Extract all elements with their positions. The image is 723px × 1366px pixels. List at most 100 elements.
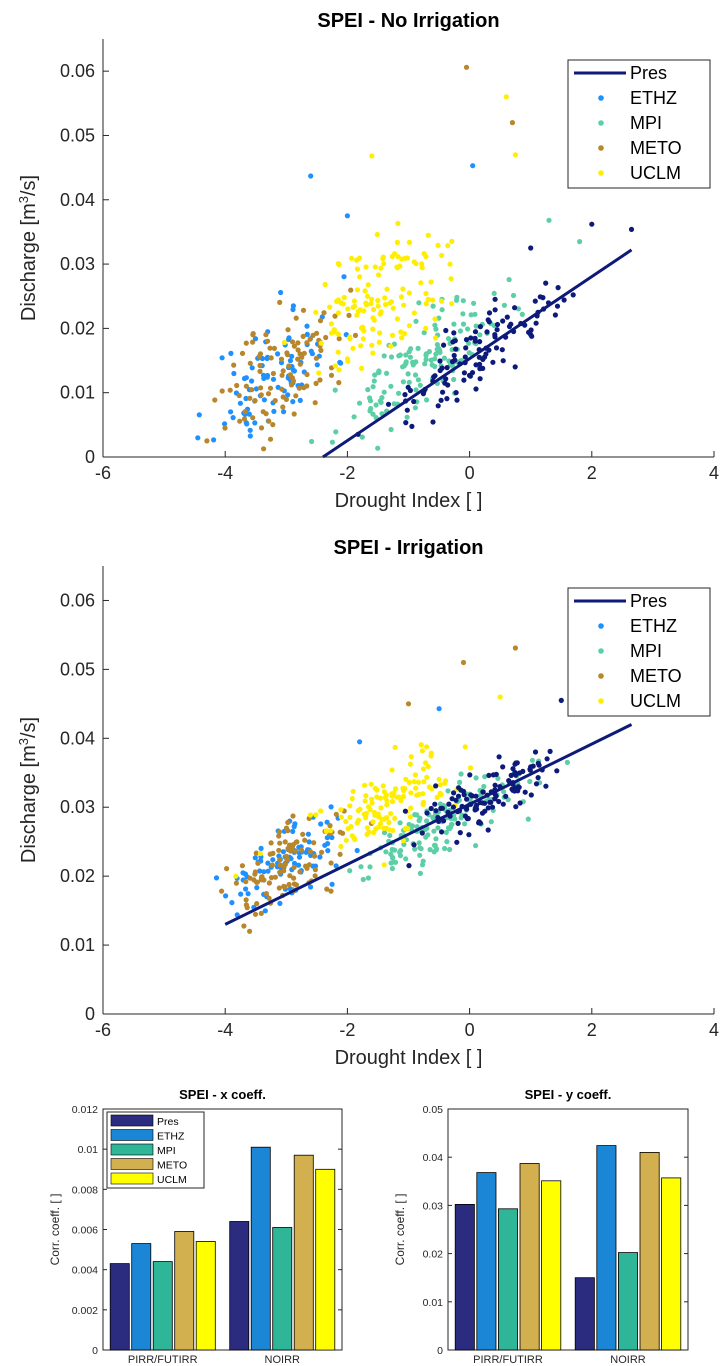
legend-box <box>567 59 711 189</box>
point-pres <box>570 292 576 298</box>
point-uclm <box>375 303 381 309</box>
point-pres <box>402 808 408 814</box>
point-pres <box>477 376 483 382</box>
point-ethz <box>257 868 263 874</box>
point-pres <box>494 327 500 333</box>
point-mpi <box>443 829 449 836</box>
point-ethz <box>245 891 251 897</box>
point-meto <box>312 873 318 879</box>
point-ethz <box>265 860 271 866</box>
point-pres <box>488 799 494 805</box>
point-meto <box>324 886 330 892</box>
point-uclm <box>345 306 351 312</box>
point-ethz <box>254 885 260 891</box>
bar-ethz <box>250 1146 271 1351</box>
point-meto <box>278 356 285 362</box>
point-pres <box>446 801 452 807</box>
point-meto <box>348 287 354 293</box>
point-uclm <box>377 330 383 336</box>
legend-label-pres: Pres <box>630 591 667 611</box>
point-ethz <box>247 433 253 439</box>
point-meto <box>270 422 276 428</box>
point-meto <box>233 880 239 886</box>
point-pres <box>492 782 498 788</box>
point-uclm <box>400 286 406 292</box>
point-pres <box>496 798 502 805</box>
point-uclm <box>313 812 319 818</box>
point-ethz <box>238 891 244 897</box>
point-meto <box>258 385 264 391</box>
point-mpi <box>488 819 494 825</box>
point-ethz <box>222 421 228 427</box>
point-pres <box>486 319 492 325</box>
point-mpi <box>360 876 366 883</box>
point-ethz <box>243 395 249 402</box>
point-pres <box>543 280 549 286</box>
point-uclm <box>347 336 353 342</box>
point-pres <box>403 420 409 426</box>
point-uclm <box>371 306 377 313</box>
point-uclm <box>371 829 377 836</box>
point-meto <box>311 853 318 859</box>
point-uclm <box>434 794 440 801</box>
point-mpi <box>445 825 452 831</box>
bar-uclm <box>315 1168 336 1351</box>
point-uclm <box>322 281 328 288</box>
point-uclm <box>408 754 414 760</box>
chart-title: SPEI - x coeff. <box>179 1087 266 1102</box>
point-meto <box>319 849 325 855</box>
point-uclm <box>439 252 445 259</box>
point-mpi <box>329 439 335 445</box>
point-mpi <box>356 400 363 406</box>
point-meto <box>276 847 282 853</box>
point-pres <box>402 392 408 398</box>
point-uclm <box>355 308 361 314</box>
point-mpi <box>404 414 410 420</box>
point-ethz <box>338 360 344 366</box>
point-mpi <box>457 328 463 334</box>
point-uclm <box>370 819 376 825</box>
point-ethz <box>304 331 310 337</box>
point-uclm <box>418 280 424 286</box>
point-mpi <box>421 330 427 336</box>
point-mpi <box>358 864 364 870</box>
point-meto <box>333 811 339 817</box>
point-mpi <box>388 851 394 857</box>
x-tick-label: 2 <box>587 463 597 483</box>
point-uclm <box>437 782 443 788</box>
point-pres <box>385 401 392 407</box>
point-meto <box>289 339 296 345</box>
point-uclm <box>400 793 407 800</box>
bar-mpi <box>152 1261 173 1351</box>
point-ethz <box>324 819 330 825</box>
point-meto <box>258 910 264 917</box>
point-uclm <box>384 286 390 292</box>
point-meto <box>304 865 310 871</box>
point-meto <box>263 891 269 897</box>
point-uclm <box>368 781 374 787</box>
point-meto <box>291 343 297 349</box>
bar-uclm <box>195 1241 216 1351</box>
point-pres <box>511 305 518 311</box>
point-uclm <box>233 873 239 879</box>
bar-chart-3: SPEI - x coeff. PIRR/FUTIRR NOIRR 0 0.002 0.0… <box>48 1087 343 1366</box>
point-uclm <box>399 335 405 341</box>
point-pres <box>503 793 509 799</box>
point-uclm <box>357 274 363 280</box>
point-meto <box>312 400 318 406</box>
bar-chart-4: SPEI - y coeff. PIRR/FUTIRR NOIRR 0 0.01 0.02… <box>393 1087 689 1366</box>
point-uclm <box>338 807 344 813</box>
point-mpi <box>433 846 440 852</box>
point-ethz <box>258 845 264 852</box>
point-pres <box>522 789 528 795</box>
point-mpi <box>406 349 412 355</box>
point-pres <box>431 374 437 380</box>
point-mpi <box>435 825 441 831</box>
point-meto <box>267 436 274 442</box>
point-meto <box>268 840 274 846</box>
point-uclm <box>374 787 380 793</box>
point-ethz <box>223 893 229 899</box>
point-uclm <box>375 813 382 820</box>
point-meto <box>250 339 256 345</box>
point-ethz <box>470 163 476 169</box>
